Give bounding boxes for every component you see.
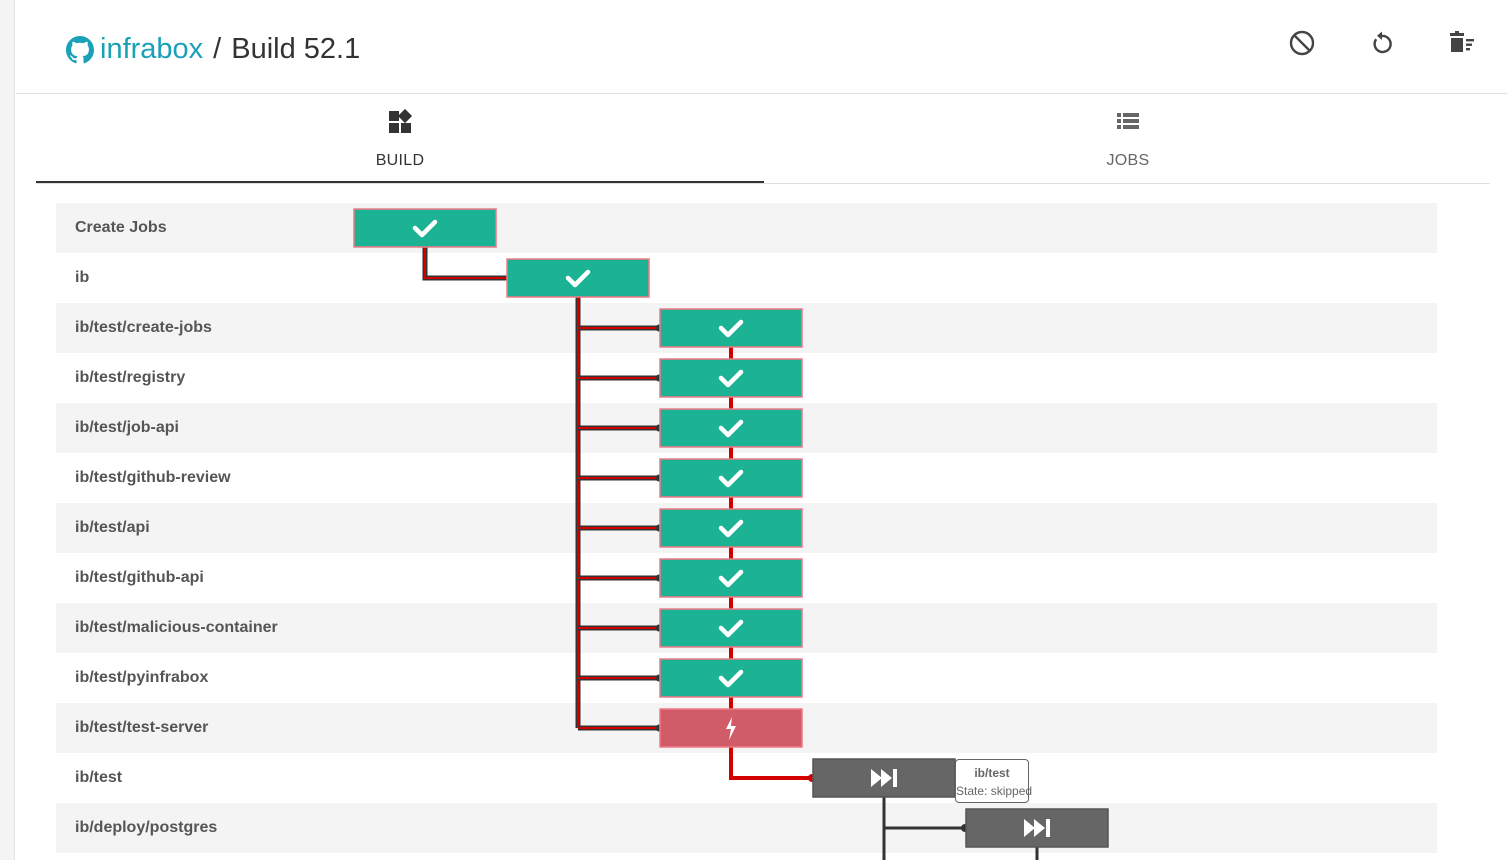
job-row-label: ib/test/github-review — [75, 469, 231, 487]
tooltip-job-state: State: skipped — [956, 784, 1028, 798]
tooltip-job-name: ib/test — [956, 766, 1028, 780]
job-node[interactable] — [660, 559, 802, 597]
job-row: ib — [56, 253, 1437, 303]
skip-icon — [871, 769, 897, 787]
tab-jobs-label: JOBS — [764, 152, 1492, 170]
build-header: infrabox / Build 52.1 — [16, 0, 1507, 94]
page-title: infrabox / Build 52.1 — [66, 33, 360, 66]
job-node[interactable] — [660, 609, 802, 647]
job-node[interactable] — [660, 459, 802, 497]
tab-build[interactable]: BUILD — [36, 95, 764, 183]
list-icon — [1115, 109, 1141, 135]
job-row: ib/test — [56, 753, 1437, 803]
job-node[interactable] — [966, 809, 1108, 847]
job-node[interactable] — [660, 309, 802, 347]
skip-icon — [1024, 819, 1050, 837]
job-node[interactable] — [354, 209, 496, 247]
restart-build-button[interactable] — [1367, 28, 1397, 58]
abort-build-button[interactable] — [1287, 28, 1317, 58]
job-node[interactable] — [660, 709, 802, 747]
job-row-label: ib/test/api — [75, 519, 150, 537]
job-row-label: ib/test/registry — [75, 369, 185, 387]
job-node[interactable] — [660, 359, 802, 397]
delete-sweep-icon — [1447, 28, 1477, 58]
job-row-label: ib/test/github-api — [75, 569, 204, 587]
job-row: Create Jobs — [56, 203, 1437, 253]
job-node[interactable] — [813, 759, 955, 797]
job-row-label: ib/test/test-server — [75, 719, 208, 737]
job-row-label: ib/test/create-jobs — [75, 319, 212, 337]
job-row-label: ib/test/job-api — [75, 419, 179, 437]
clear-cache-button[interactable] — [1447, 28, 1477, 58]
block-icon — [1287, 28, 1317, 58]
job-row-label: ib — [75, 269, 89, 287]
job-node[interactable] — [660, 659, 802, 697]
restart-icon — [1367, 28, 1397, 58]
job-tooltip: ib/test State: skipped — [955, 759, 1029, 803]
github-icon — [66, 36, 94, 64]
job-row-label: ib/deploy/postgres — [75, 819, 217, 837]
job-row-label: ib/test/malicious-container — [75, 619, 278, 637]
job-row-label: ib/test — [75, 769, 122, 787]
job-node[interactable] — [507, 259, 649, 297]
job-row-label: Create Jobs — [75, 219, 167, 237]
tab-jobs[interactable]: JOBS — [764, 95, 1492, 182]
tab-build-label: BUILD — [36, 152, 764, 170]
repo-link[interactable]: infrabox — [100, 33, 203, 66]
title-separator: / — [213, 33, 221, 66]
job-row-label: ib/test/pyinfrabox — [75, 669, 208, 687]
build-title: Build 52.1 — [231, 33, 360, 66]
left-sidebar-edge — [0, 0, 15, 860]
job-row: ib/deploy/postgres — [56, 803, 1437, 853]
dashboard-icon — [387, 109, 413, 135]
job-node[interactable] — [660, 509, 802, 547]
tab-bar: BUILD JOBS — [36, 95, 1490, 184]
job-node[interactable] — [660, 409, 802, 447]
